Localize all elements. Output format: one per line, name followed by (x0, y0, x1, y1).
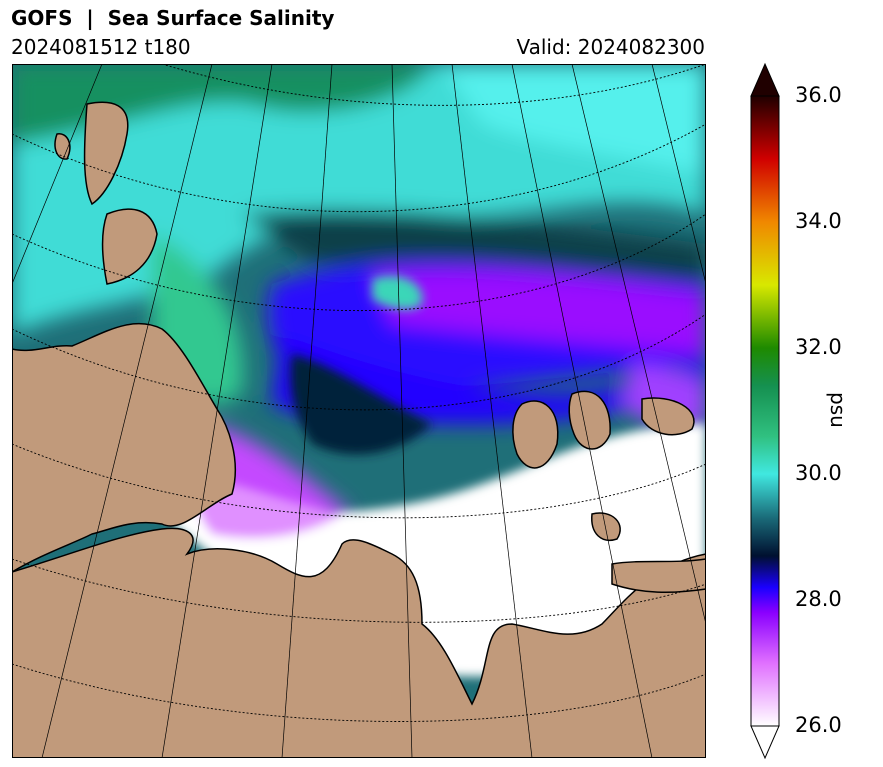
lat-line-4 (12, 313, 706, 411)
graticule (12, 64, 706, 758)
land-layer (12, 101, 706, 758)
meridians (12, 64, 706, 758)
colorbar-tick-30: 30.0 (795, 461, 842, 485)
lat-line-6 (12, 558, 706, 623)
colorbar-tick-32: 32.0 (795, 335, 842, 359)
meridian-5 (391, 64, 413, 758)
meridian-8 (571, 64, 706, 625)
meridian-4 (281, 64, 333, 758)
map-title: GOFS | Sea Surface Salinity (11, 6, 335, 30)
meridian-2 (41, 64, 213, 758)
meridian-6 (451, 64, 533, 758)
colorbar-extend-min (750, 725, 780, 760)
lat-line-7 (12, 663, 706, 722)
eddy-ring (372, 275, 423, 310)
mainland-coast (12, 322, 236, 573)
colorbar-tick-26: 26.0 (795, 713, 842, 737)
colorbar-tick-28: 28.0 (795, 587, 842, 611)
mainland-south (12, 527, 706, 758)
lat-line-5 (12, 443, 706, 519)
meridian-3 (161, 64, 273, 758)
meridian-7 (511, 64, 653, 758)
taymyr-island (591, 512, 621, 541)
northwest-green-water (12, 64, 432, 144)
novaya-zemlya-south (101, 208, 158, 285)
colorbar (750, 62, 780, 760)
lat-line-2 (12, 123, 706, 213)
meridian-9 (651, 64, 706, 285)
colorbar-unit-label: psu (826, 392, 850, 428)
small-island-nw (54, 133, 71, 160)
colorbar-tick-36: 36.0 (795, 83, 842, 107)
severnaya-zemlya-west (512, 400, 559, 469)
valid-time-label: Valid: 2024082300 (516, 35, 705, 59)
colorbar-extend-max (750, 62, 780, 97)
bolshevik-island (641, 397, 695, 436)
meridian-1 (12, 64, 103, 285)
colorbar-tick-34: 34.0 (795, 209, 842, 233)
map-frame (12, 64, 706, 758)
colorbar-gradient (750, 95, 780, 727)
kara-violet-core (372, 270, 706, 354)
dark-eddy (290, 354, 432, 455)
salinity-map (12, 64, 706, 758)
lat-line-3 (12, 213, 706, 312)
novaya-zemlya-north (83, 101, 129, 206)
lat-line-1 (161, 64, 706, 106)
east-peninsula (611, 558, 706, 594)
arctic-cyan-core (442, 64, 706, 174)
run-label: 2024081512 t180 (11, 35, 191, 59)
severnaya-zemlya-east (568, 390, 611, 450)
